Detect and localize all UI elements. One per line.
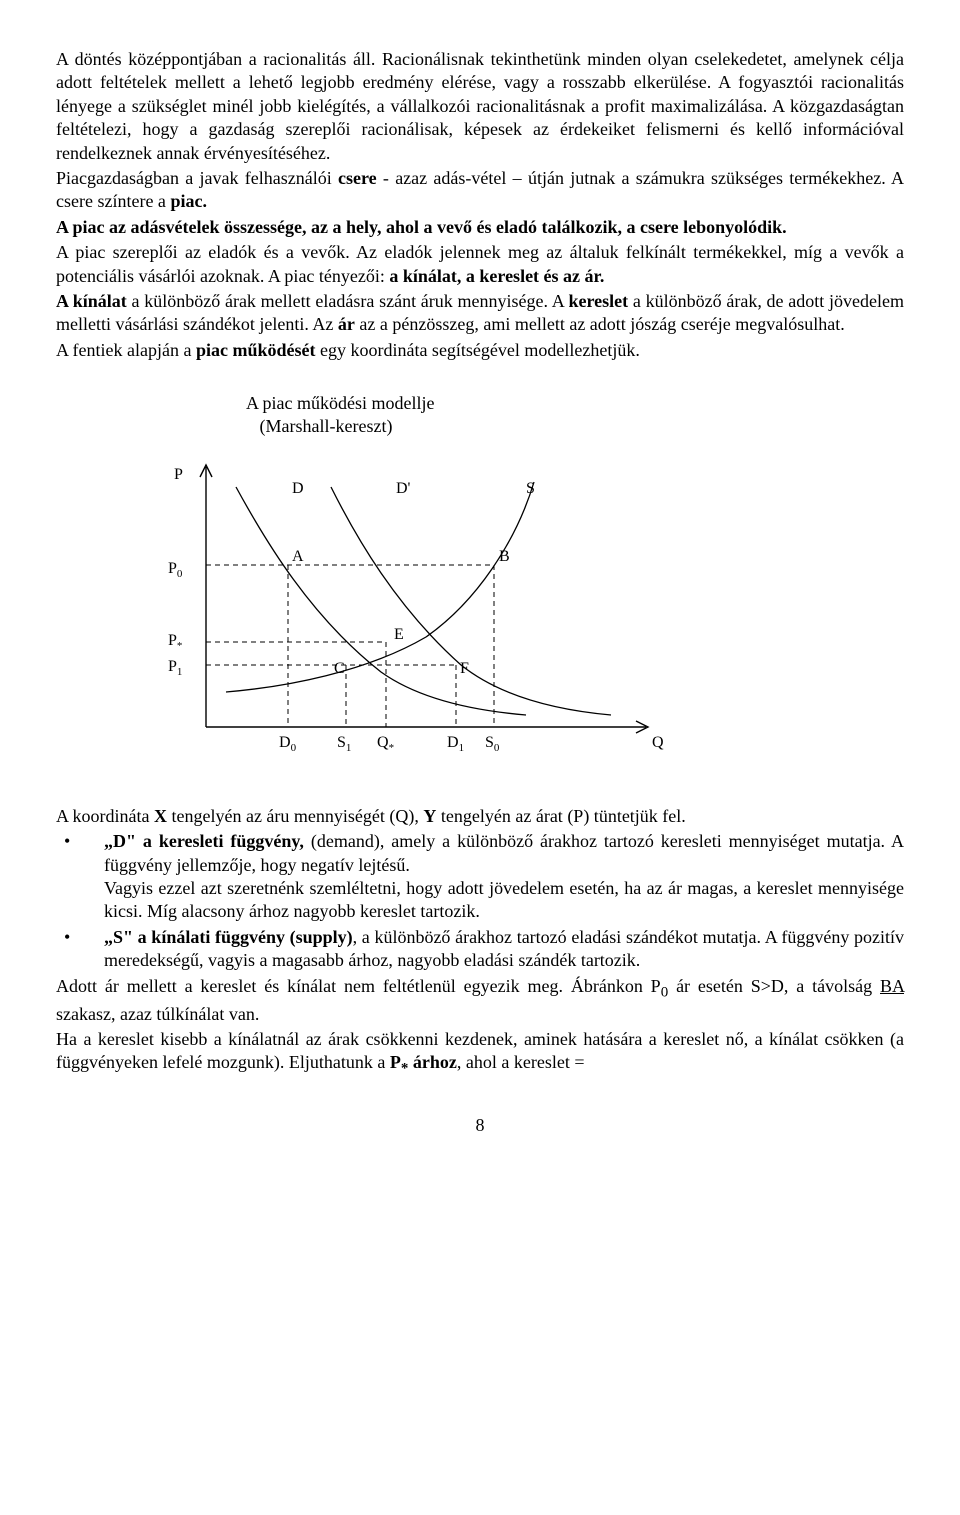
bold-piac: piac. (170, 191, 207, 211)
underline-BA: BA (880, 976, 904, 996)
label-P0: P0 (168, 560, 183, 580)
paragraph-9: Ha a kereslet kisebb a kínálatnál az ára… (56, 1028, 904, 1079)
paragraph-5: A kínálat a különböző árak mellett eladá… (56, 290, 904, 337)
paragraph-1: A döntés középpontjában a racionalitás á… (56, 48, 904, 165)
text: A fentiek alapján a (56, 340, 196, 360)
bullet-S: „S" a kínálati függvény (supply), a külö… (56, 926, 904, 973)
bold-X: X (154, 806, 167, 826)
text: ár esetén S>D, a távolság (668, 976, 880, 996)
paragraph-3: A piac az adásvételek összessége, az a h… (56, 216, 904, 239)
page-number: 8 (56, 1114, 904, 1137)
text: az a pénzösszeg, ami mellett az adott jó… (355, 314, 845, 334)
bold-definition: A piac az adásvételek összessége, az a h… (56, 217, 787, 237)
label-D: D (292, 480, 304, 497)
bold-Y: Y (423, 806, 436, 826)
paragraph-4: A piac szereplői az eladók és a vevők. A… (56, 241, 904, 288)
paragraph-8: Adott ár mellett a kereslet és kínálat n… (56, 975, 904, 1026)
paragraph-6: A fentiek alapján a piac működését egy k… (56, 339, 904, 362)
chart-title-line1: A piac működési modellje (246, 393, 434, 413)
chart-title: A piac működési modellje (Marshall-keres… (246, 392, 904, 439)
text: egy koordináta segítségével modellezhetj… (315, 340, 639, 360)
text: tengelyén az árat (P) tüntetjük fel. (436, 806, 685, 826)
label-P: P (174, 466, 183, 483)
paragraph-7: A koordináta X tengelyén az áru mennyisé… (56, 805, 904, 828)
bullet-list: „D" a keresleti függvény, (demand), amel… (56, 830, 904, 972)
bullet-D: „D" a keresleti függvény, (demand), amel… (56, 830, 904, 924)
text: a különböző árak mellett eladásra szánt … (127, 291, 569, 311)
bold-kereslet: kereslet (569, 291, 629, 311)
chart-title-line2: (Marshall-kereszt) (260, 416, 393, 436)
bold-S-def: „S" a kínálati függvény (supply) (104, 927, 353, 947)
label-D0: D0 (279, 734, 297, 754)
paragraph-2: Piacgazdaságban a javak felhasználói cse… (56, 167, 904, 214)
label-Q: Q (652, 734, 664, 751)
label-D1: D1 (447, 734, 464, 754)
label-S0: S0 (485, 734, 500, 754)
label-A: A (292, 548, 304, 565)
bold-csere: csere (338, 168, 377, 188)
label-C: C (334, 660, 345, 677)
text: A koordináta (56, 806, 154, 826)
text: Vagyis ezzel azt szeretnénk szemléltetni… (104, 878, 904, 921)
bold-piac-mukodes: piac működését (196, 340, 316, 360)
label-P1: P1 (168, 658, 182, 678)
bold-factors: a kínálat, a kereslet és az ár. (389, 266, 604, 286)
bold-kinalat: A kínálat (56, 291, 127, 311)
label-B: B (499, 548, 510, 565)
label-E: E (394, 626, 404, 643)
text: Adott ár mellett a kereslet és kínálat n… (56, 976, 661, 996)
label-Dprime: D' (396, 480, 411, 497)
marshall-cross-chart: P D D' S P0 P* P1 A B E C F D0 S1 Q* D1 … (56, 447, 904, 777)
text: tengelyén az áru mennyiségét (Q), (167, 806, 423, 826)
bold-Pstar: P* árhoz (390, 1052, 457, 1072)
label-Qstar: Q* (377, 734, 394, 754)
bold-ar: ár (338, 314, 355, 334)
label-S1: S1 (337, 734, 351, 754)
text: szakasz, azaz túlkínálat van. (56, 1004, 259, 1024)
label-Pstar: P* (168, 632, 182, 652)
bold-D-def: „D" a keresleti függvény, (104, 831, 311, 851)
label-S: S (526, 480, 535, 497)
text: Piacgazdaságban a javak felhasználói (56, 168, 338, 188)
text: , ahol a kereslet = (457, 1052, 585, 1072)
label-F: F (460, 660, 469, 677)
